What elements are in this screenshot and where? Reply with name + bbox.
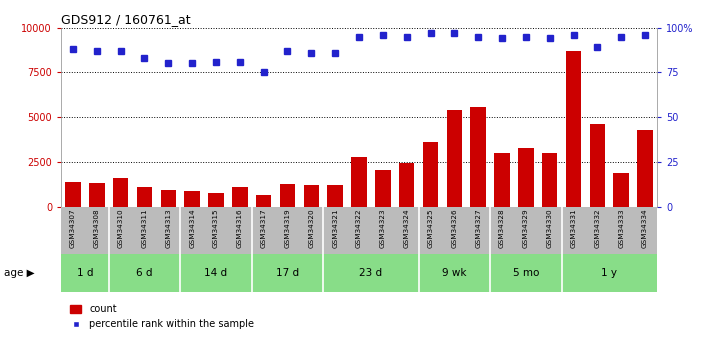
Bar [351,157,367,207]
Text: GSM34319: GSM34319 [284,208,291,248]
Text: GSM34331: GSM34331 [571,208,577,248]
Bar [185,191,200,207]
Text: GSM34323: GSM34323 [380,208,386,248]
Text: GSM34317: GSM34317 [261,208,266,248]
Text: GSM34332: GSM34332 [595,208,600,248]
Bar [447,110,462,207]
Text: 14 d: 14 d [205,268,228,277]
Bar [375,170,391,207]
Text: GSM34327: GSM34327 [475,208,481,248]
Text: 1 y: 1 y [601,268,617,277]
Text: GSM34315: GSM34315 [213,208,219,248]
Text: GDS912 / 160761_at: GDS912 / 160761_at [61,13,191,27]
Text: GSM34313: GSM34313 [165,208,172,248]
Text: GSM34311: GSM34311 [141,208,147,248]
Bar [327,185,343,207]
Bar [638,130,653,207]
Text: 23 d: 23 d [359,268,383,277]
Text: GSM34329: GSM34329 [523,208,529,248]
Text: 17 d: 17 d [276,268,299,277]
Bar [89,183,105,207]
Bar [518,148,533,207]
Text: 1 d: 1 d [77,268,93,277]
Bar [208,193,224,207]
Bar [232,187,248,207]
Text: 5 mo: 5 mo [513,268,539,277]
Bar [589,125,605,207]
Text: GSM34314: GSM34314 [189,208,195,248]
Text: GSM34328: GSM34328 [499,208,505,248]
Bar [161,190,176,207]
Text: GSM34320: GSM34320 [308,208,314,248]
Text: 9 wk: 9 wk [442,268,467,277]
Bar [280,184,295,207]
Legend: count, percentile rank within the sample: count, percentile rank within the sample [66,300,258,333]
Text: GSM34334: GSM34334 [642,208,648,248]
Bar [65,182,80,207]
Text: GSM34310: GSM34310 [118,208,123,248]
Text: GSM34322: GSM34322 [356,208,362,248]
Text: GSM34333: GSM34333 [618,208,624,248]
Bar [494,153,510,207]
Text: GSM34321: GSM34321 [332,208,338,248]
Bar [566,51,582,207]
Bar [613,173,629,207]
Text: GSM34325: GSM34325 [427,208,434,248]
Bar [256,195,271,207]
Bar [423,142,438,207]
Bar [136,187,152,207]
Bar [470,107,486,207]
Text: GSM34330: GSM34330 [546,208,553,248]
Bar [304,186,319,207]
Bar [113,178,129,207]
Bar [399,163,414,207]
Text: age ▶: age ▶ [4,268,34,277]
Text: GSM34316: GSM34316 [237,208,243,248]
Bar [542,153,557,207]
Text: 6 d: 6 d [136,268,153,277]
Text: GSM34324: GSM34324 [404,208,410,248]
Text: GSM34326: GSM34326 [452,208,457,248]
Text: GSM34308: GSM34308 [94,208,100,248]
Text: GSM34307: GSM34307 [70,208,76,248]
